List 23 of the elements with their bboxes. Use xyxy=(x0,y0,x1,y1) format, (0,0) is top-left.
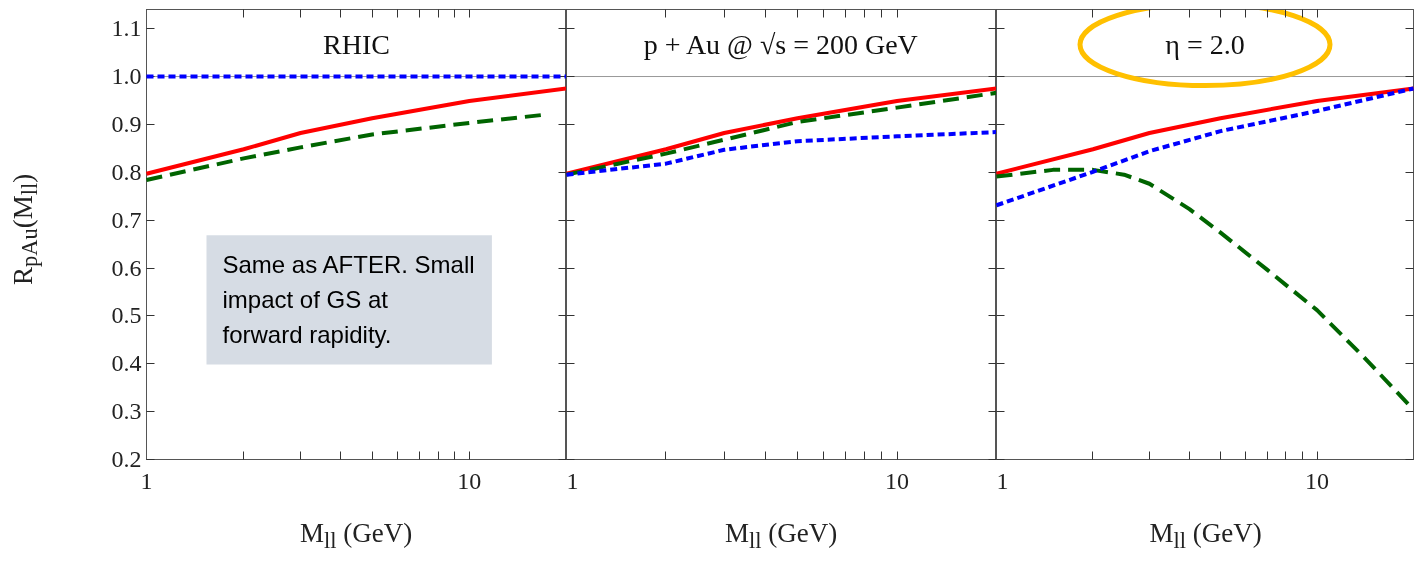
x-tick-label: 1 xyxy=(566,467,579,494)
x-tick-label: 10 xyxy=(1305,467,1330,494)
annotation: Same as AFTER. Small impact of GS at forward rapidity. xyxy=(222,251,475,349)
y-tick-label: 0.9 xyxy=(111,110,142,137)
y-tick-label: 1.1 xyxy=(111,15,142,42)
x-axis-title: M$_{ll}$ (GeV) xyxy=(299,517,413,556)
y-tick-label: 0.6 xyxy=(111,254,142,281)
x-tick-label: 1 xyxy=(996,467,1009,494)
y-tick-label: 0.3 xyxy=(111,398,142,425)
y-tick-label: 0.2 xyxy=(111,446,142,472)
x-tick-label: 10 xyxy=(885,467,910,494)
y-tick-label: 0.5 xyxy=(111,302,142,329)
text: RHIC xyxy=(323,29,390,61)
y-tick-label: 0.8 xyxy=(111,158,142,185)
y-tick-label: 0.7 xyxy=(111,206,142,233)
text: p + Au @ √s = 200 GeV xyxy=(643,29,918,61)
text: η = 2.0 xyxy=(1165,29,1245,61)
x-tick-label: 1 xyxy=(140,467,153,494)
y-tick-label: 1.0 xyxy=(111,63,142,90)
x-tick-label: 10 xyxy=(457,467,482,494)
x-axis-title: M$_{ll}$ (GeV) xyxy=(1149,517,1262,556)
x-axis-title: M$_{ll}$ (GeV) xyxy=(724,517,838,556)
y-tick-label: 0.4 xyxy=(111,350,142,377)
